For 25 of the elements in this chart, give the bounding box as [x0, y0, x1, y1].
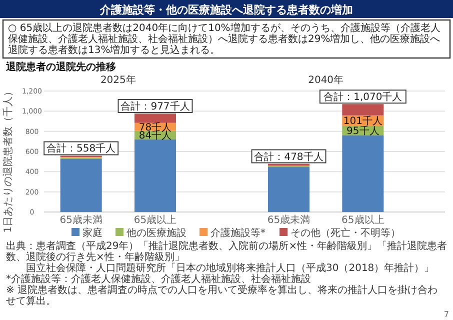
legend-label: 家庭: [82, 227, 102, 239]
source-note: 出典：患者調査（平成29年）「推計退院患者数、入院前の場所×性・年齢階級別」「推計退院患者数、退院後の行き先×性・年齢階級別」: [6, 240, 448, 263]
data-label: 84千人: [138, 130, 172, 142]
x-tick-label: 65歳以上: [134, 214, 177, 226]
text: 国立社会保障・人口問題研究所「日本の地域別将来推計人口（平成30（2018）年推計）」: [26, 262, 434, 274]
legend-label: その他（死亡・不明等）: [290, 227, 400, 239]
text: *介護施設等：介護老人保健施設、介護老人福祉施設、社会福祉施設: [6, 273, 311, 285]
text: 2025年: [100, 74, 136, 86]
x-tick-label: 65歳未満: [267, 214, 310, 226]
text: 退院患者の退院先の推移: [5, 61, 116, 73]
x-tick-label: 65歳以上: [342, 214, 384, 226]
x-tick-label: 65歳未満: [60, 214, 102, 226]
text: 7: [444, 310, 449, 319]
total-label: 合計：977千人: [120, 100, 190, 112]
total-label: 合計：478千人: [254, 150, 324, 163]
total-label: 合計：558千人: [46, 142, 116, 155]
data-label: 95千人: [346, 124, 380, 137]
text: ※ 退院患者数は、患者調査の時点での人口を用いて受療率を算出し、将来の推計人口を掛け合わせて算出。: [6, 284, 438, 307]
legend-label: 介護施設等*: [210, 227, 266, 239]
chart-title: 介護施設等・他の医療施設へ退院する患者数の増加: [99, 4, 353, 16]
total-label: 合計：1,070千人: [324, 91, 402, 104]
text: 2040年: [308, 74, 344, 86]
y-axis-title: 1日あたりの退院患者数（千人）: [2, 86, 14, 233]
legend-label: 他の医療施設: [126, 227, 186, 239]
chart-subtitle: ○ 65歳以上の退院患者数は2040年に向けて10%増加するが、そのうち、介護施設等（介護老人保健施設、介護老人福祉施設、社会福祉施設）へ退院する患者数は29%増加し、他の医療施設へ退院する患者数は13%増加すると見込まれる。: [8, 22, 440, 56]
